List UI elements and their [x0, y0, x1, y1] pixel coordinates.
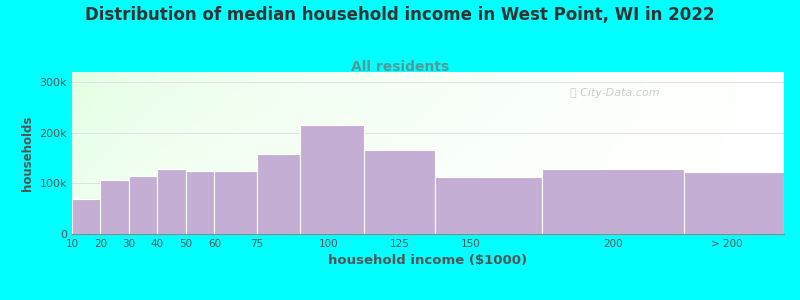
Bar — [158, 169, 186, 234]
Bar — [364, 151, 435, 234]
Bar — [542, 169, 684, 234]
X-axis label: household income ($1000): household income ($1000) — [329, 254, 527, 267]
Y-axis label: households: households — [21, 115, 34, 191]
Bar — [684, 172, 784, 234]
Bar — [214, 171, 257, 234]
Bar — [300, 125, 364, 234]
Bar — [257, 154, 300, 234]
Bar — [72, 199, 101, 234]
Bar — [129, 176, 158, 234]
Bar — [186, 171, 214, 234]
Text: All residents: All residents — [351, 60, 449, 74]
Bar — [101, 180, 129, 234]
Bar — [435, 177, 542, 234]
Text: Distribution of median household income in West Point, WI in 2022: Distribution of median household income … — [86, 6, 714, 24]
Text: Ⓢ City-Data.com: Ⓢ City-Data.com — [570, 88, 660, 98]
